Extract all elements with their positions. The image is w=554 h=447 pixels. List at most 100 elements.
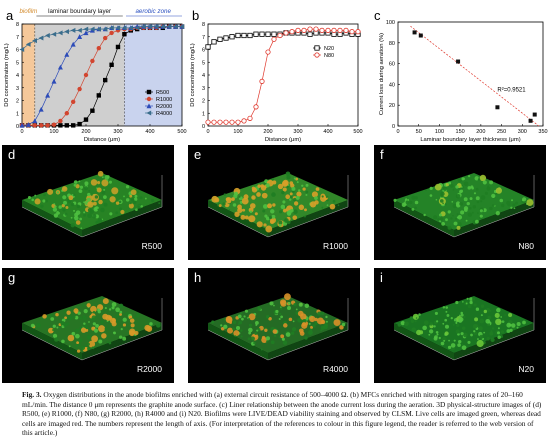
x-tick-label: 0 (206, 129, 209, 135)
live-cell-cluster (442, 186, 448, 191)
microscopy-tile-n20: i N20 (374, 268, 546, 383)
data-point-r4000 (57, 30, 63, 36)
live-cell-cluster (135, 313, 140, 318)
live-cell-cluster (305, 193, 308, 196)
dead-cell-cluster (66, 310, 71, 315)
slab-side (394, 200, 454, 237)
x-tick-label: 200 (81, 129, 90, 135)
live-cell-cluster (131, 198, 135, 202)
data-point-n80 (217, 119, 223, 125)
live-cell-cluster (436, 333, 439, 336)
live-cell-cluster (433, 325, 436, 328)
data-point-r4000 (128, 25, 133, 31)
live-cell-cluster (414, 196, 418, 200)
data-point-n80 (307, 26, 313, 32)
data-point-r1000 (103, 35, 108, 41)
live-cell-cluster (466, 201, 470, 206)
data-point-n80 (211, 119, 217, 125)
dead-cell-cluster (339, 325, 344, 330)
y-axis-label: Current loss during aeration (%) (379, 33, 385, 115)
live-cell-cluster (450, 343, 456, 348)
microscopy-tile-r1000: e R1000 (188, 145, 360, 260)
live-cell-cluster (435, 198, 438, 201)
live-cell-cluster (97, 208, 100, 211)
data-point-r2000 (25, 122, 31, 127)
live-cell-cluster (473, 192, 477, 195)
r-squared-annotation: R²=0.9521 (497, 88, 526, 94)
slab-side (82, 323, 162, 360)
legend-label: R1000 (156, 97, 172, 103)
data-point-n80 (223, 119, 229, 125)
live-cell-cluster (111, 306, 115, 310)
tile-letter: f (380, 147, 384, 162)
data-point-r4000 (121, 25, 127, 31)
data-point-n20 (229, 34, 235, 40)
live-cell-cluster (452, 188, 455, 191)
live-cell-cluster (52, 328, 55, 332)
live-cell-cluster (86, 197, 91, 202)
panel-letter-a: a (6, 8, 14, 23)
live-cell-cluster (434, 311, 438, 315)
live-cell-cluster (119, 303, 124, 308)
live-cell-cluster (278, 317, 281, 321)
x-tick-label: 200 (476, 129, 485, 135)
live-cell-cluster (106, 341, 109, 344)
dead-cell-cluster (293, 201, 299, 206)
live-cell-cluster (304, 303, 310, 308)
live-cell-cluster (479, 334, 484, 339)
zone-band (22, 24, 35, 126)
live-cell-cluster (326, 204, 329, 207)
dead-cell-cluster (256, 192, 261, 197)
live-cell-cluster (286, 175, 291, 180)
live-cell-cluster (255, 320, 259, 325)
zone-band (34, 24, 125, 126)
live-cell-cluster (92, 322, 96, 326)
dead-cell-cluster (283, 323, 288, 328)
dead-cell-cluster (128, 203, 134, 209)
live-cell-cluster (271, 214, 276, 219)
dead-cell-cluster (92, 201, 97, 206)
dead-cell-cluster (288, 317, 293, 322)
tile-image (393, 173, 535, 238)
live-cell-cluster (477, 338, 479, 340)
live-cell-cluster (482, 180, 487, 185)
dead-cell-cluster (284, 293, 291, 301)
data-point-n80 (343, 27, 349, 33)
live-cell-cluster (278, 336, 281, 338)
dead-cell-cluster (109, 196, 116, 203)
live-cell-cluster (516, 326, 519, 329)
dead-cell-cluster (61, 186, 68, 192)
y-tick-label: 8 (202, 22, 205, 28)
live-cell-cluster (63, 200, 67, 205)
live-cell-cluster (247, 337, 251, 341)
x-tick-label: 100 (435, 129, 444, 135)
live-cell-cluster (271, 192, 276, 197)
dead-cell-cluster (248, 215, 256, 223)
live-cell-cluster (447, 225, 452, 230)
live-cell-cluster (155, 322, 161, 328)
live-cell-cluster (458, 314, 461, 317)
live-cell-cluster (325, 195, 328, 198)
live-cell-cluster (76, 204, 81, 209)
live-cell-cluster (497, 335, 501, 339)
live-cell-cluster (292, 320, 295, 323)
legend-marker (314, 52, 320, 58)
live-cell-cluster (497, 327, 500, 330)
live-cell-cluster (91, 346, 95, 350)
x-tick-label: 200 (263, 129, 272, 135)
live-cell-cluster (516, 321, 521, 327)
dead-cell-cluster (64, 316, 68, 320)
data-point-r500 (58, 123, 63, 128)
data-point-n80 (289, 29, 295, 35)
live-cell-cluster (310, 328, 313, 332)
plot-frame (397, 21, 544, 127)
live-cell-cluster (317, 311, 322, 316)
data-point-r4000 (38, 35, 44, 41)
live-cell-cluster (237, 323, 240, 326)
live-cell-cluster (92, 214, 97, 219)
live-cell-cluster (139, 196, 143, 200)
live-cell-cluster (439, 199, 444, 203)
live-cell-cluster (433, 215, 438, 220)
live-cell-cluster (109, 212, 113, 216)
live-cell-cluster (506, 200, 511, 205)
